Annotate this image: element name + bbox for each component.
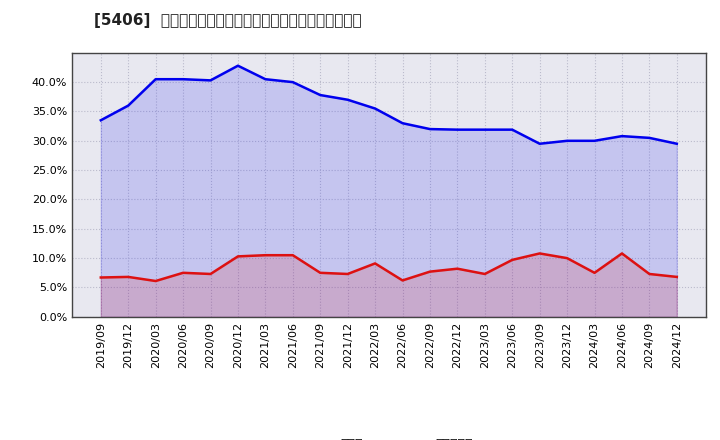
Text: [5406]  現頲金、有利子負債の総資産に対する比率の推移: [5406] 現頲金、有利子負債の総資産に対する比率の推移 (94, 13, 361, 28)
Legend: 現頲金, 有利子負債: 現頲金, 有利子負債 (300, 433, 477, 440)
